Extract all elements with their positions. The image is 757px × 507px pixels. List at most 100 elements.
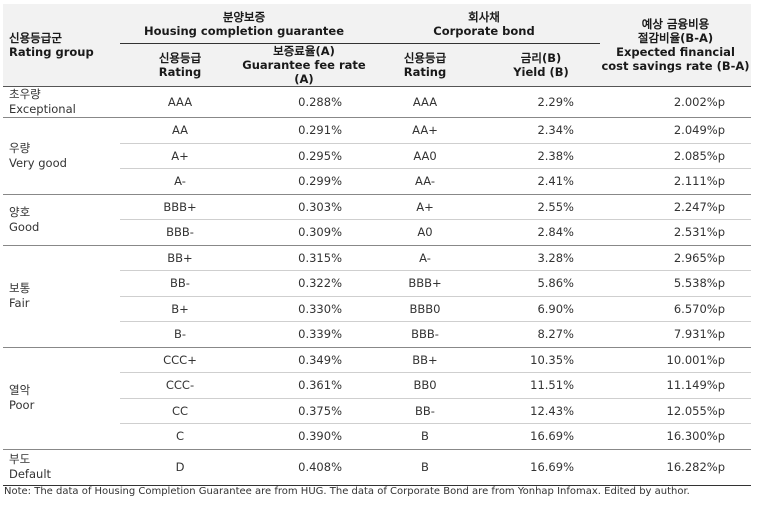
yield-cell: 2.38% [482, 143, 600, 169]
header-cost-savings: 예상 금융비용 절감비율(B-A) Expected financial cos… [600, 4, 751, 87]
saving-cell: 12.055%p [600, 398, 751, 424]
bond-rating-cell: AAA [368, 86, 482, 118]
fee-cell: 0.315% [240, 245, 368, 271]
header-cost-savings-ko1: 예상 금융비용 [641, 17, 710, 31]
header-bond-rating-en: Rating [403, 65, 447, 79]
table-row: A+ 0.295% AA0 2.38% 2.085%p [3, 143, 751, 169]
group-cell-fair: 보통 Fair [3, 245, 120, 348]
saving-cell: 11.149%p [600, 372, 751, 399]
saving-cell: 2.965%p [600, 245, 751, 271]
saving-cell: 10.001%p [600, 347, 751, 373]
table-row: CC 0.375% BB- 12.43% 12.055%p [3, 398, 751, 424]
group-label-en: Very good [9, 155, 67, 170]
group-label-en: Good [9, 219, 40, 234]
hcg-rating-cell: CCC+ [120, 347, 240, 373]
bond-rating-cell: A+ [368, 194, 482, 220]
bond-rating-cell: AA0 [368, 143, 482, 169]
bond-rating-cell: A0 [368, 219, 482, 246]
fee-cell: 0.309% [240, 219, 368, 246]
group-label-en: Exceptional [9, 102, 76, 116]
yield-cell: 12.43% [482, 398, 600, 424]
table-row: BBB- 0.309% A0 2.84% 2.531%p [3, 219, 751, 246]
header-rating-group-ko: 신용등급군 [9, 31, 62, 45]
fee-cell: 0.295% [240, 143, 368, 169]
table-row: 열악 Poor CCC+ 0.349% BB+ 10.35% 10.001%p [3, 347, 751, 450]
hcg-rating-cell: D [120, 449, 240, 486]
bond-rating-cell: BBB0 [368, 296, 482, 322]
saving-cell: 16.282%p [600, 449, 751, 486]
hcg-rating-cell: BBB- [120, 219, 240, 246]
fee-cell: 0.375% [240, 398, 368, 424]
yield-cell: 2.84% [482, 219, 600, 246]
table-row: B+ 0.330% BBB0 6.90% 6.570%p [3, 296, 751, 322]
fee-cell: 0.390% [240, 423, 368, 450]
header-cost-savings-en2: cost savings rate (B-A) [601, 59, 750, 73]
hcg-rating-cell: BB- [120, 270, 240, 297]
table-body: 초우량 Exceptional AAA 0.288% AAA 2.29% 2.0… [3, 86, 751, 486]
rating-table: 신용등급군 Rating group 분양보증 Housing completi… [3, 4, 751, 486]
table-row: 초우량 Exceptional AAA 0.288% AAA 2.29% 2.0… [3, 86, 751, 118]
fee-cell: 0.303% [240, 194, 368, 220]
header-cost-savings-en1: Expected financial [616, 45, 735, 59]
header-guarantee-fee-ko: 보증료율(A) [273, 44, 335, 58]
saving-cell: 7.931%p [600, 321, 751, 348]
yield-cell: 3.28% [482, 245, 600, 271]
saving-cell: 2.049%p [600, 117, 751, 144]
bond-rating-cell: B [368, 449, 482, 486]
header-bond-rating-ko: 신용등급 [403, 51, 447, 65]
table-row: B- 0.339% BBB- 8.27% 7.931%p [3, 321, 751, 348]
bond-rating-cell: BBB+ [368, 270, 482, 297]
header-housing-guarantee-en: Housing completion guarantee [143, 23, 345, 38]
group-cell-default: 부도 Default [3, 449, 120, 486]
header-rating-group: 신용등급군 Rating group [3, 4, 120, 87]
fee-cell: 0.339% [240, 321, 368, 348]
bond-rating-cell: BB- [368, 398, 482, 424]
fee-cell: 0.288% [240, 86, 368, 118]
yield-cell: 16.69% [482, 449, 600, 486]
group-label-ko: 부도 [9, 452, 31, 466]
yield-cell: 10.35% [482, 347, 600, 373]
bond-rating-cell: BB0 [368, 372, 482, 399]
header-rating-group-en: Rating group [9, 45, 94, 59]
hcg-rating-cell: BBB+ [120, 194, 240, 220]
bond-rating-cell: A- [368, 245, 482, 271]
group-label-ko: 양호 [9, 204, 31, 219]
yield-cell: 8.27% [482, 321, 600, 348]
header-housing-guarantee-ko: 분양보증 [222, 9, 266, 24]
hcg-rating-cell: CC [120, 398, 240, 424]
group-cell-good: 양호 Good [3, 194, 120, 246]
header-corporate-bond-en: Corporate bond [433, 23, 535, 38]
hcg-rating-cell: CCC- [120, 372, 240, 399]
saving-cell: 2.531%p [600, 219, 751, 246]
yield-cell: 2.34% [482, 117, 600, 144]
saving-cell: 2.111%p [600, 168, 751, 195]
table-row: 부도 Default D 0.408% B 16.69% 16.282%p [3, 449, 751, 486]
header-cost-savings-ko2: 절감비율(B-A) [637, 31, 714, 45]
bond-rating-cell: BB+ [368, 347, 482, 373]
fee-cell: 0.322% [240, 270, 368, 297]
header-yield-en: Yield (B) [513, 65, 569, 79]
header-housing-guarantee: 분양보증 Housing completion guarantee [120, 4, 368, 44]
header-hcg-rating: 신용등급 Rating [120, 43, 240, 87]
hcg-rating-cell: AAA [120, 86, 240, 118]
fee-cell: 0.291% [240, 117, 368, 144]
table-row: A- 0.299% AA- 2.41% 2.111%p [3, 168, 751, 195]
yield-cell: 5.86% [482, 270, 600, 297]
fee-cell: 0.330% [240, 296, 368, 322]
hcg-rating-cell: A+ [120, 143, 240, 169]
group-label-en: Fair [9, 296, 30, 310]
group-label-ko: 열악 [9, 383, 31, 397]
table-header: 신용등급군 Rating group 분양보증 Housing completi… [3, 4, 751, 87]
fee-cell: 0.299% [240, 168, 368, 195]
group-cell-exceptional: 초우량 Exceptional [3, 86, 120, 118]
bond-rating-cell: AA+ [368, 117, 482, 144]
saving-cell: 5.538%p [600, 270, 751, 297]
yield-cell: 16.69% [482, 423, 600, 450]
table-row: 양호 Good BBB+ 0.303% A+ 2.55% 2.247%p [3, 194, 751, 246]
header-corporate-bond: 회사채 Corporate bond [368, 4, 600, 44]
hcg-rating-cell: BB+ [120, 245, 240, 271]
hcg-rating-cell: AA [120, 117, 240, 144]
saving-cell: 2.247%p [600, 194, 751, 220]
hcg-rating-cell: B- [120, 321, 240, 348]
